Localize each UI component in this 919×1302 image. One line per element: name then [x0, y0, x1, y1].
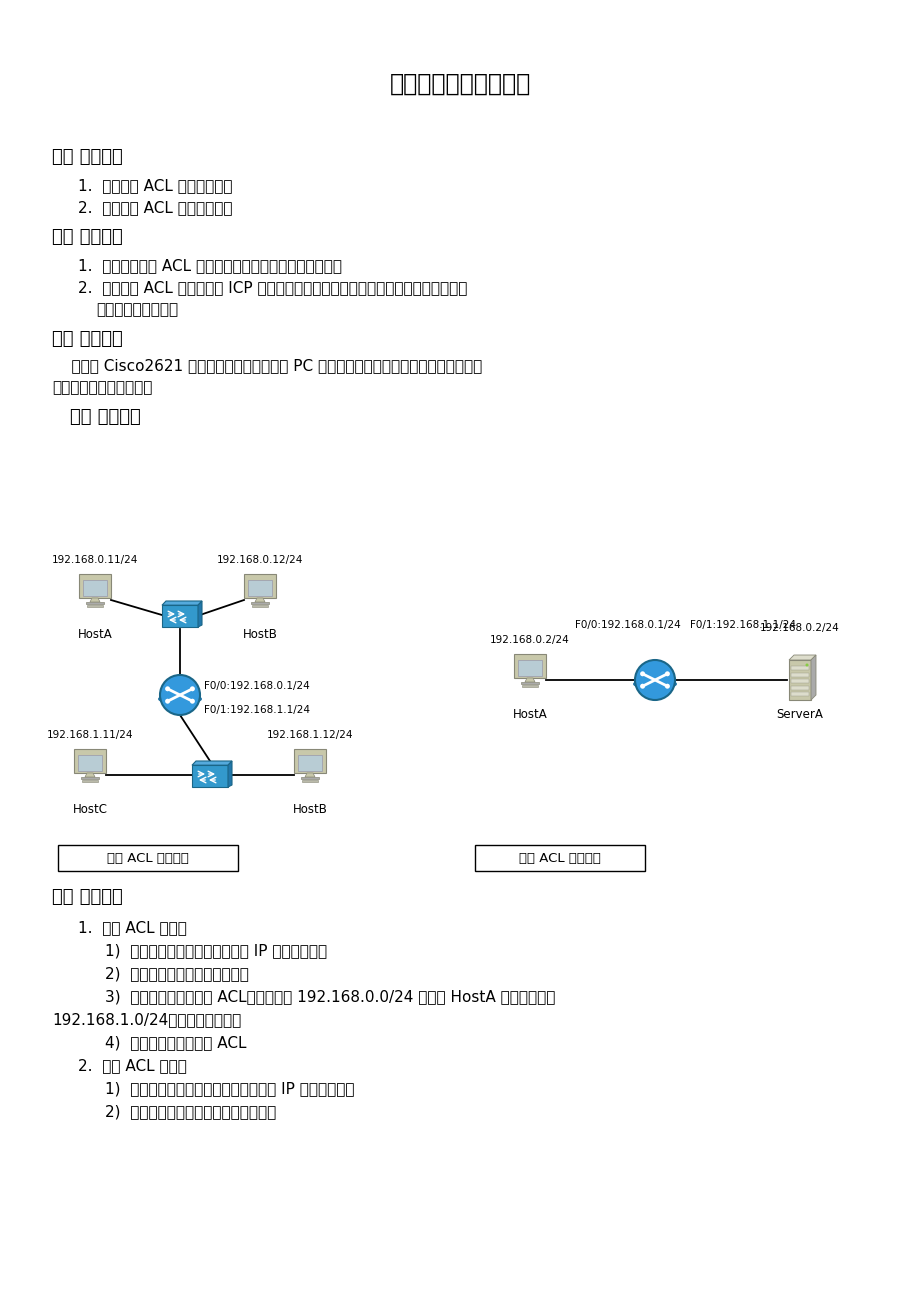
- FancyBboxPatch shape: [789, 660, 811, 700]
- Circle shape: [640, 672, 644, 676]
- Text: 192.168.1.0/24，禁止其他通信。: 192.168.1.0/24，禁止其他通信。: [52, 1012, 241, 1027]
- FancyBboxPatch shape: [520, 681, 539, 684]
- FancyBboxPatch shape: [251, 602, 268, 604]
- Text: 路由器 Cisco2621 一台，带有网卡的工作站 PC 四台，服务器一台，控制台电缆一条，双: 路由器 Cisco2621 一台，带有网卡的工作站 PC 四台，服务器一台，控制…: [52, 358, 482, 372]
- Text: 1)  按图配置路由器、工作站和服务器的 IP 地址等参数。: 1) 按图配置路由器、工作站和服务器的 IP 地址等参数。: [105, 1081, 354, 1096]
- Text: 4)  测试、检查配置好的 ACL: 4) 测试、检查配置好的 ACL: [105, 1035, 246, 1049]
- Text: 1.  配置相关标准 ACL 命令对路由器的管理位置加以限制。: 1. 配置相关标准 ACL 命令对路由器的管理位置加以限制。: [78, 258, 342, 273]
- Polygon shape: [789, 655, 815, 660]
- Text: 2.  掌握扩展 ACL 的配置方法。: 2. 掌握扩展 ACL 的配置方法。: [78, 201, 233, 215]
- FancyBboxPatch shape: [58, 845, 238, 871]
- Text: 192.168.0.2/24: 192.168.0.2/24: [490, 635, 569, 644]
- Circle shape: [189, 686, 195, 691]
- Text: 192.168.0.12/24: 192.168.0.12/24: [217, 555, 303, 565]
- Text: HostC: HostC: [73, 803, 108, 816]
- Text: 192.168.1.12/24: 192.168.1.12/24: [267, 730, 353, 740]
- Text: 192.168.0.2/24: 192.168.0.2/24: [759, 622, 839, 633]
- Text: 192.168.1.11/24: 192.168.1.11/24: [47, 730, 133, 740]
- Circle shape: [160, 674, 199, 715]
- FancyBboxPatch shape: [81, 776, 99, 779]
- Polygon shape: [525, 678, 535, 682]
- FancyBboxPatch shape: [252, 604, 267, 607]
- FancyBboxPatch shape: [298, 755, 322, 771]
- Polygon shape: [192, 766, 228, 786]
- Circle shape: [634, 660, 675, 700]
- FancyBboxPatch shape: [83, 579, 107, 596]
- Polygon shape: [85, 773, 95, 777]
- Polygon shape: [255, 598, 265, 602]
- FancyBboxPatch shape: [85, 602, 104, 604]
- Circle shape: [640, 684, 644, 689]
- Text: F0/1:192.168.1.1/24: F0/1:192.168.1.1/24: [689, 620, 795, 630]
- Text: ServerA: ServerA: [776, 708, 823, 721]
- Polygon shape: [811, 655, 815, 700]
- Text: HostB: HostB: [243, 628, 278, 641]
- Text: 一． 实训目的: 一． 实训目的: [52, 148, 122, 165]
- Polygon shape: [162, 605, 198, 628]
- FancyBboxPatch shape: [790, 685, 808, 690]
- Text: 192.168.0.11/24: 192.168.0.11/24: [51, 555, 138, 565]
- FancyBboxPatch shape: [790, 667, 808, 671]
- FancyBboxPatch shape: [790, 673, 808, 677]
- Ellipse shape: [632, 678, 676, 690]
- FancyBboxPatch shape: [514, 654, 545, 678]
- Text: 标准 ACL 实验环境: 标准 ACL 实验环境: [107, 852, 188, 865]
- Text: 1.  掌握标准 ACL 的配置方法。: 1. 掌握标准 ACL 的配置方法。: [78, 178, 233, 193]
- Polygon shape: [90, 598, 100, 602]
- Text: 服务数据加以限制。: 服务数据加以限制。: [96, 302, 178, 316]
- FancyBboxPatch shape: [301, 776, 319, 779]
- Text: 2.  扩展 ACL 配置：: 2. 扩展 ACL 配置：: [78, 1059, 187, 1073]
- Circle shape: [189, 699, 195, 703]
- FancyBboxPatch shape: [517, 660, 541, 676]
- FancyBboxPatch shape: [244, 574, 276, 598]
- FancyBboxPatch shape: [790, 691, 808, 697]
- Text: 二． 实训要求: 二． 实训要求: [52, 228, 122, 246]
- Text: 1)  按图配置路由器和各工作站的 IP 地址等参数。: 1) 按图配置路由器和各工作站的 IP 地址等参数。: [105, 943, 327, 958]
- Text: 实训二　网络管理配置: 实训二 网络管理配置: [389, 72, 530, 96]
- Text: 扩展 ACL 实验环境: 扩展 ACL 实验环境: [518, 852, 600, 865]
- Text: 2.  配置扩展 ACL 对跨网段的 ICP 协议数据进行限制。对流入、流出路由器的不同类型: 2. 配置扩展 ACL 对跨网段的 ICP 协议数据进行限制。对流入、流出路由器…: [78, 280, 467, 296]
- Text: HostB: HostB: [292, 803, 327, 816]
- FancyBboxPatch shape: [87, 604, 103, 607]
- FancyBboxPatch shape: [474, 845, 644, 871]
- Ellipse shape: [158, 694, 202, 704]
- Text: 五． 实训内容: 五． 实训内容: [52, 888, 122, 906]
- Circle shape: [165, 686, 170, 691]
- FancyBboxPatch shape: [790, 680, 808, 684]
- FancyBboxPatch shape: [79, 574, 111, 598]
- FancyBboxPatch shape: [521, 685, 538, 686]
- FancyBboxPatch shape: [74, 749, 106, 773]
- Circle shape: [664, 684, 669, 689]
- Text: F0/1:192.168.1.1/24: F0/1:192.168.1.1/24: [204, 704, 310, 715]
- Polygon shape: [162, 602, 202, 605]
- Polygon shape: [198, 602, 202, 628]
- Polygon shape: [228, 760, 232, 786]
- Text: 1.  标准 ACL 配置：: 1. 标准 ACL 配置：: [78, 921, 187, 935]
- FancyBboxPatch shape: [248, 579, 272, 596]
- FancyBboxPatch shape: [78, 755, 102, 771]
- Text: F0/0:192.168.0.1/24: F0/0:192.168.0.1/24: [204, 681, 310, 691]
- FancyBboxPatch shape: [294, 749, 325, 773]
- FancyBboxPatch shape: [82, 780, 98, 781]
- Text: 四． 实训环境: 四． 实训环境: [70, 408, 141, 426]
- Circle shape: [165, 699, 170, 703]
- Text: 三． 实训设备: 三． 实训设备: [52, 329, 122, 348]
- Polygon shape: [305, 773, 314, 777]
- Text: HostA: HostA: [77, 628, 112, 641]
- Circle shape: [664, 672, 669, 676]
- FancyBboxPatch shape: [301, 780, 318, 781]
- Text: 2)  测试工作站和服务器之间的连通性。: 2) 测试工作站和服务器之间的连通性。: [105, 1104, 276, 1118]
- Text: HostA: HostA: [512, 708, 547, 721]
- Text: 2)  测试各工作站之间的连通性。: 2) 测试各工作站之间的连通性。: [105, 966, 249, 980]
- Text: 绞线若干，交换机两台。: 绞线若干，交换机两台。: [52, 380, 153, 395]
- Polygon shape: [192, 760, 232, 766]
- Text: 3)  配置路由器上的标准 ACL，使得子网 192.168.0.0/24 中只有 HostA 可以访问子网: 3) 配置路由器上的标准 ACL，使得子网 192.168.0.0/24 中只有…: [105, 990, 555, 1004]
- Circle shape: [805, 664, 808, 667]
- Text: F0/0:192.168.0.1/24: F0/0:192.168.0.1/24: [574, 620, 680, 630]
